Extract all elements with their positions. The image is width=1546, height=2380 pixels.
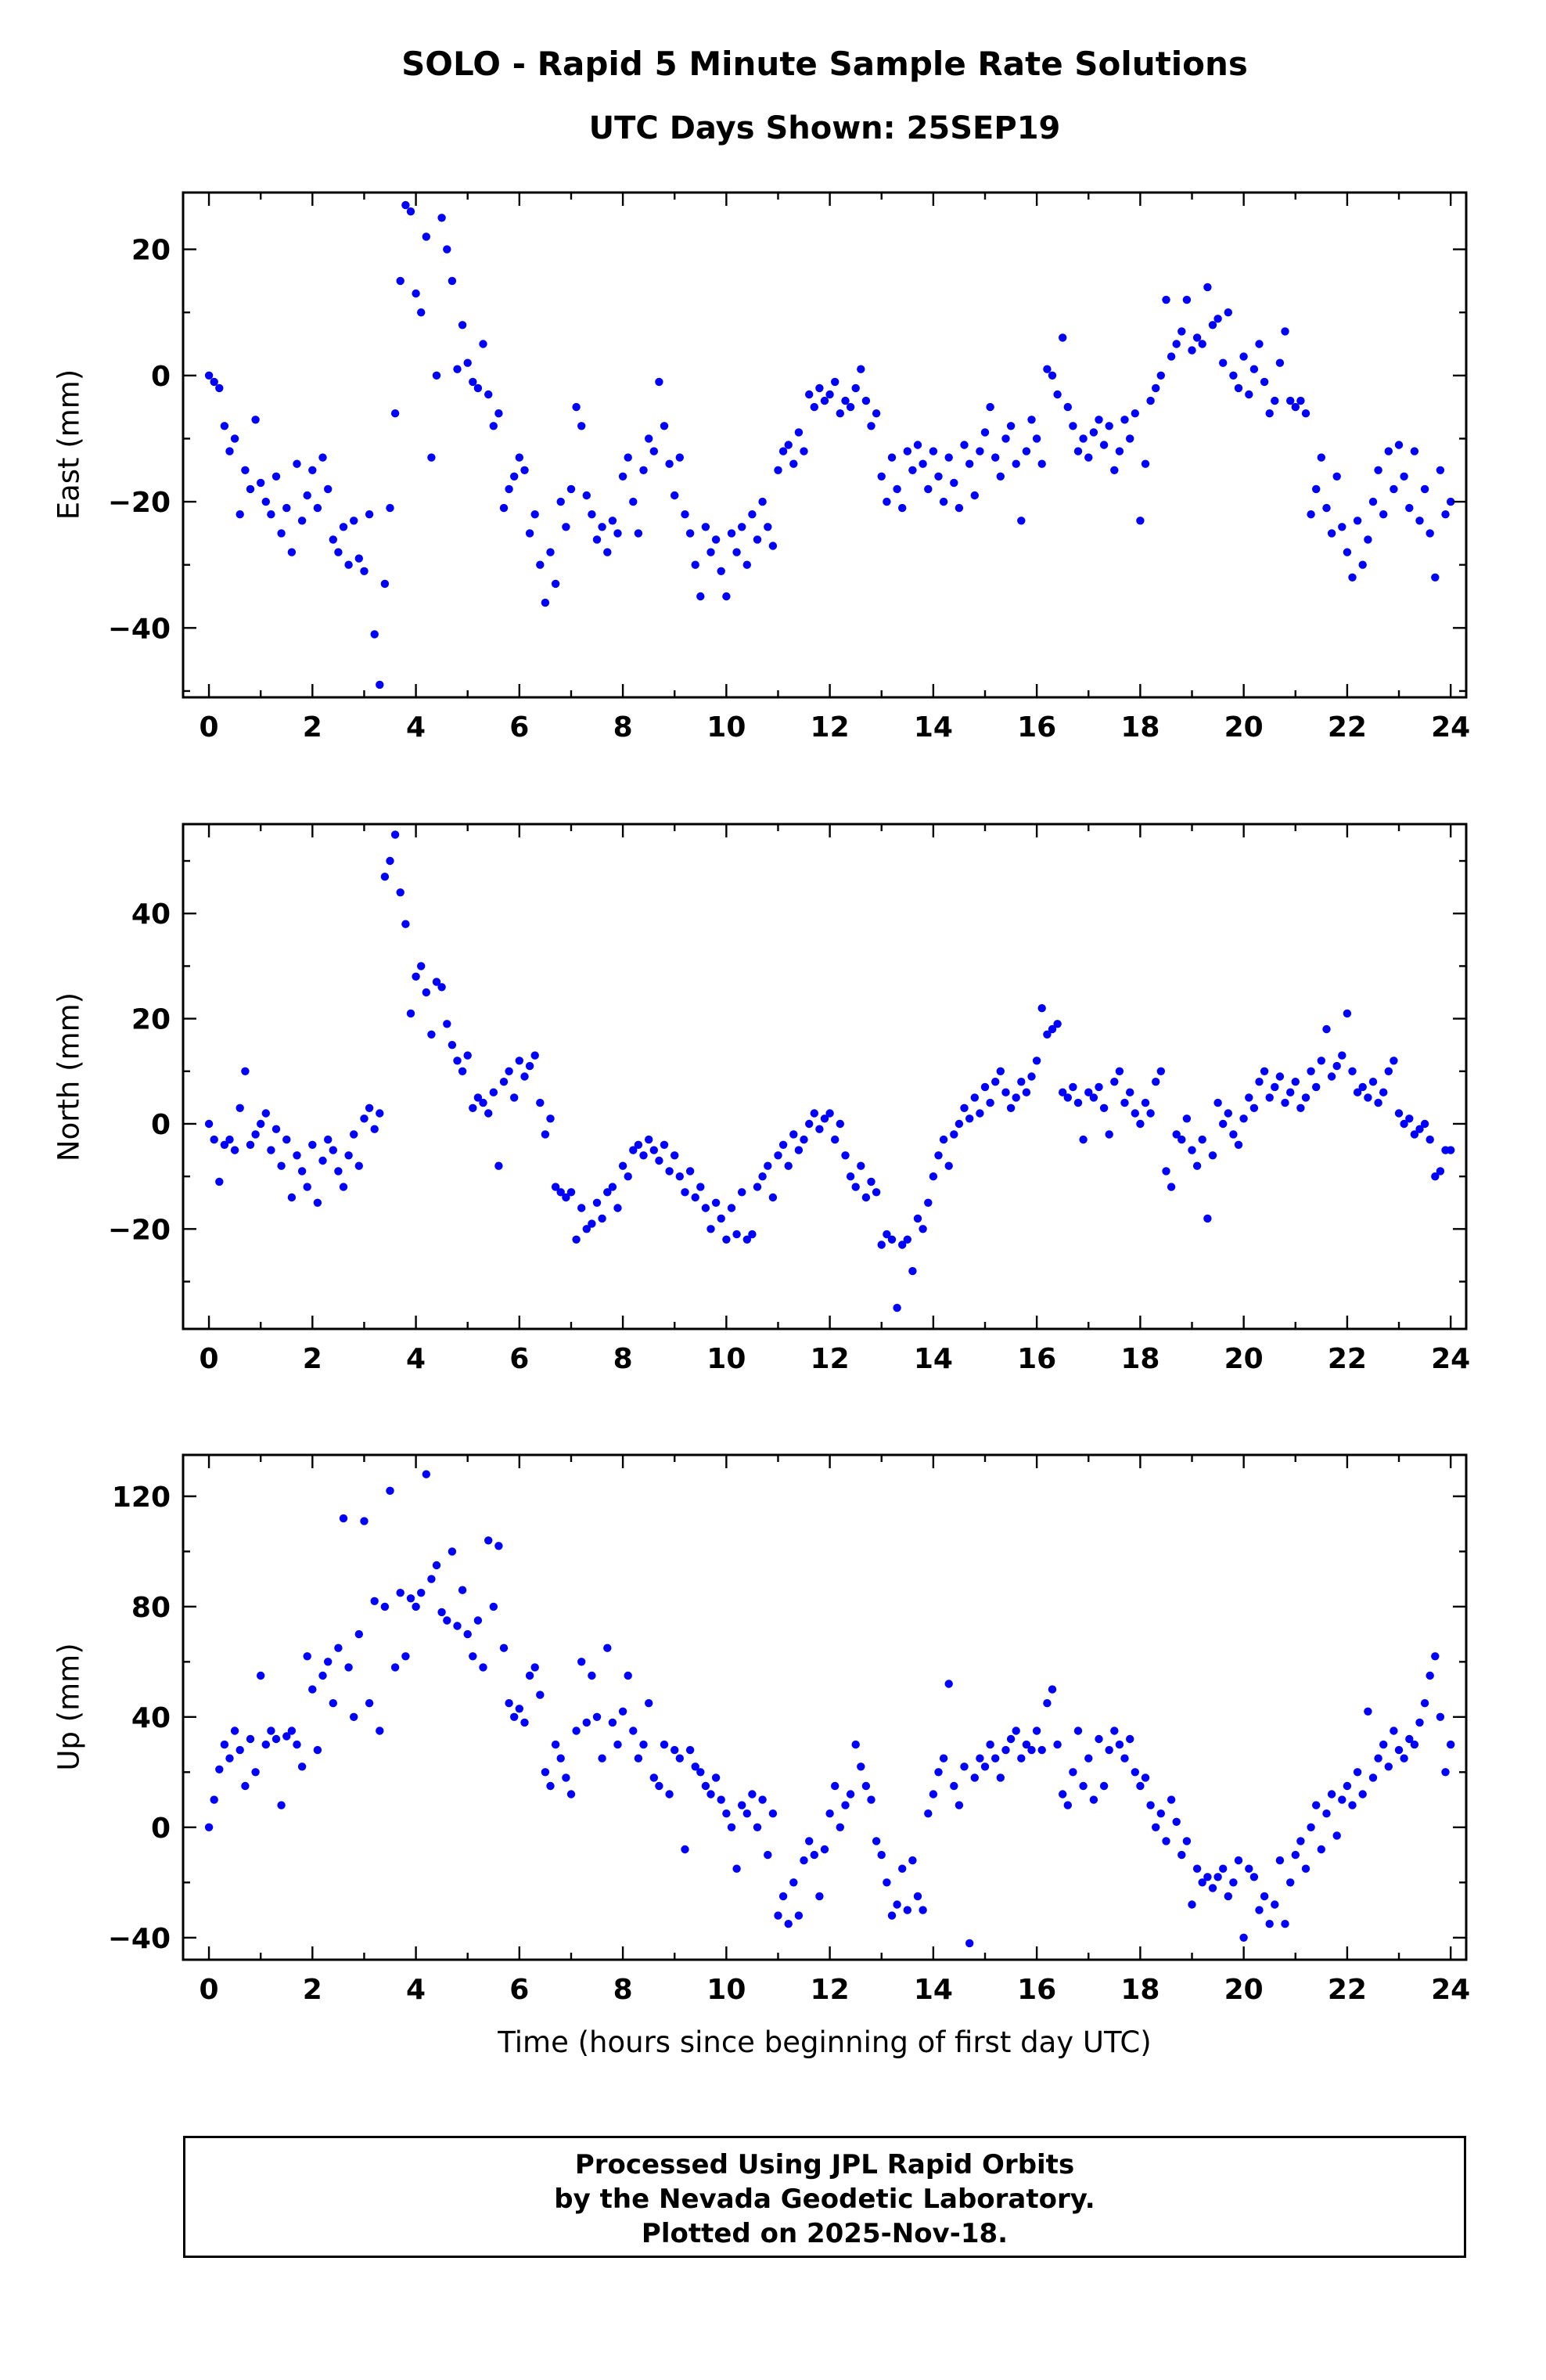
x-tick-label: 16 <box>1017 1343 1056 1375</box>
footer-line-3: Plotted on 2025-Nov-18. <box>641 2218 1008 2249</box>
y-tick-label: 0 <box>151 1109 171 1141</box>
y-tick-label: 40 <box>131 1702 171 1734</box>
x-tick-label: 18 <box>1120 1343 1160 1375</box>
x-tick-label: 6 <box>509 1974 529 2006</box>
x-tick-label: 20 <box>1224 1343 1264 1375</box>
footer-box: Processed Using JPL Rapid Orbits by the … <box>183 2136 1466 2258</box>
x-axis-label: Time (hours since beginning of first day… <box>498 2025 1152 2059</box>
x-tick-label: 16 <box>1017 1974 1056 2006</box>
x-tick-label: 12 <box>811 1974 850 2006</box>
x-tick-label: 6 <box>509 1343 529 1375</box>
east-tick-marks <box>183 193 1466 697</box>
x-tick-label: 14 <box>914 1974 953 2006</box>
x-tick-label: 22 <box>1328 1974 1367 2006</box>
footer-line-1: Processed Using JPL Rapid Orbits <box>574 2149 1075 2180</box>
x-tick-label: 2 <box>303 711 322 744</box>
y-tick-label: 40 <box>131 898 171 931</box>
x-tick-label: 0 <box>200 1974 219 2006</box>
x-tick-label: 8 <box>613 1343 633 1375</box>
x-tick-label: 18 <box>1120 1974 1160 2006</box>
x-tick-label: 12 <box>811 711 850 744</box>
x-tick-label: 10 <box>706 1343 746 1375</box>
y-tick-label: 0 <box>151 1813 171 1845</box>
y-tick-label: −20 <box>108 487 171 519</box>
y-tick-label: −20 <box>108 1214 171 1246</box>
x-tick-label: 20 <box>1224 711 1264 744</box>
north-plot-frame <box>182 823 1468 1330</box>
up-plot-frame <box>182 1453 1468 1961</box>
y-tick-label: −40 <box>108 1923 171 1955</box>
x-tick-label: 10 <box>706 711 746 744</box>
y-tick-label: −40 <box>108 613 171 645</box>
north-scatter-points <box>204 830 1455 1312</box>
x-tick-label: 16 <box>1017 711 1056 744</box>
y-tick-label: 80 <box>131 1592 171 1624</box>
chart-subtitle: UTC Days Shown: 25SEP19 <box>588 110 1061 146</box>
x-tick-label: 24 <box>1431 1974 1470 2006</box>
x-tick-label: 2 <box>303 1974 322 2006</box>
y-tick-label: 20 <box>131 1004 171 1036</box>
east-scatter-points <box>204 200 1455 690</box>
x-tick-label: 14 <box>914 1343 953 1375</box>
y-tick-label: 0 <box>151 361 171 393</box>
x-tick-label: 8 <box>613 1974 633 2006</box>
x-tick-label: 0 <box>200 711 219 744</box>
x-tick-label: 18 <box>1120 711 1160 744</box>
y-tick-label: 120 <box>112 1482 171 1514</box>
x-tick-label: 22 <box>1328 711 1367 744</box>
x-tick-label: 2 <box>303 1343 322 1375</box>
x-tick-label: 4 <box>406 711 426 744</box>
x-tick-label: 20 <box>1224 1974 1264 2006</box>
x-tick-label: 24 <box>1431 1343 1470 1375</box>
x-tick-label: 0 <box>200 1343 219 1375</box>
east-plot-frame <box>182 191 1468 699</box>
north-tick-marks <box>183 824 1466 1329</box>
x-tick-label: 22 <box>1328 1343 1367 1375</box>
x-tick-label: 6 <box>509 711 529 744</box>
x-tick-label: 10 <box>706 1974 746 2006</box>
x-tick-label: 4 <box>406 1343 426 1375</box>
y-tick-label: 20 <box>131 235 171 267</box>
footer-line-2: by the Nevada Geodetic Laboratory. <box>554 2184 1095 2215</box>
up-scatter-points <box>204 1470 1455 1948</box>
x-tick-label: 8 <box>613 711 633 744</box>
chart-title: SOLO - Rapid 5 Minute Sample Rate Soluti… <box>401 45 1248 83</box>
x-tick-label: 12 <box>811 1343 850 1375</box>
up-tick-marks <box>183 1455 1466 1960</box>
x-tick-label: 24 <box>1431 711 1470 744</box>
x-tick-label: 14 <box>914 711 953 744</box>
x-tick-label: 4 <box>406 1974 426 2006</box>
